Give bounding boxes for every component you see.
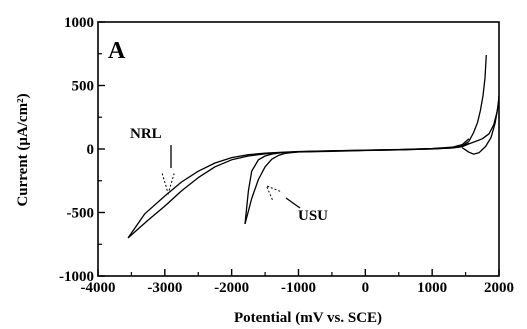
y-tick-label: -1000 (59, 269, 94, 285)
curves (127, 54, 500, 239)
cv-curve-3 (244, 143, 470, 225)
y-tick-label: 500 (72, 79, 95, 95)
x-tick-label: 0 (362, 280, 370, 296)
x-tick-label: 2000 (484, 280, 514, 296)
tick-labels: -4000 -3000 -2000 -1000 0 1000 2000 -1000 -500 0 5… (59, 15, 514, 296)
annotation-usu-label: USU (298, 208, 328, 224)
panel-label: A (108, 38, 126, 64)
x-tick-label: 1000 (417, 280, 447, 296)
cv-curve-4 (244, 142, 470, 224)
x-tick-label: -1000 (281, 280, 316, 296)
x-tick-label: -4000 (81, 280, 116, 296)
annotation-nrl-arrowhead (161, 173, 175, 196)
ticks (97, 21, 500, 277)
x-axis-title: Potential (mV vs. SCE) (234, 310, 382, 326)
cv-curve-5 (468, 54, 487, 142)
annotation-usu-line (285, 197, 301, 209)
y-tick-label: 1000 (64, 15, 94, 31)
cv-curve-7 (468, 99, 500, 145)
y-tick-label: 0 (87, 142, 95, 158)
y-axis-title: Current (μA/cm²) (15, 93, 31, 206)
x-tick-label: -3000 (147, 280, 182, 296)
y-tick-label: -500 (67, 206, 95, 222)
annotation-usu-arrowhead (265, 184, 282, 201)
annotations: NRL USU (130, 126, 328, 224)
annotation-nrl-label: NRL (130, 126, 162, 142)
x-tick-label: -2000 (214, 280, 249, 296)
